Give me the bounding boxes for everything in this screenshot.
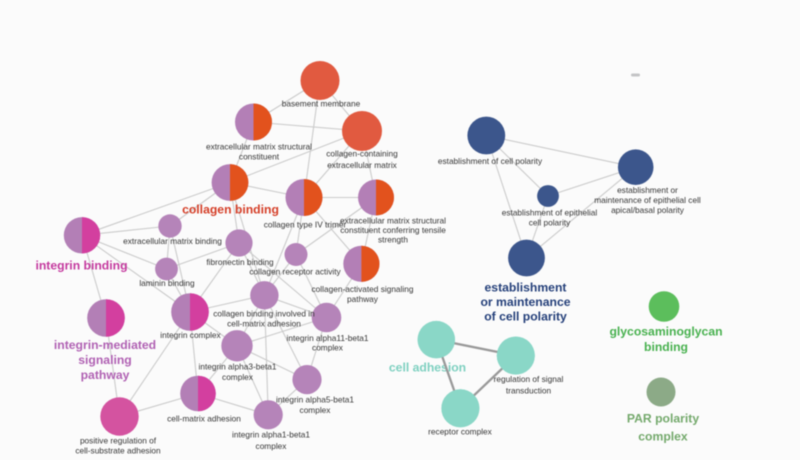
svg-text:establishment of epithelial: establishment of epithelial [502, 208, 598, 218]
svg-text:transduction: transduction [506, 386, 552, 396]
svg-text:integrin-mediated: integrin-mediated [54, 338, 156, 352]
svg-text:signaling: signaling [78, 353, 132, 367]
svg-text:pathway: pathway [81, 368, 130, 382]
svg-text:extracellular matrix binding: extracellular matrix binding [123, 236, 222, 246]
svg-text:complex: complex [638, 430, 688, 444]
svg-text:strength: strength [378, 235, 408, 245]
svg-text:complex: complex [256, 441, 288, 451]
svg-text:pathway: pathway [347, 294, 379, 304]
svg-text:integrin alpha3-beta1: integrin alpha3-beta1 [199, 361, 277, 371]
svg-text:basement membrane: basement membrane [282, 98, 361, 108]
svg-text:extracellular matrix structura: extracellular matrix structural [340, 216, 446, 226]
svg-text:receptor complex: receptor complex [428, 427, 492, 437]
svg-text:constituent conferring tensile: constituent conferring tensile [340, 225, 446, 235]
svg-text:collagen type IV trimer: collagen type IV trimer [264, 220, 347, 230]
svg-text:complex: complex [312, 343, 344, 353]
svg-text:integrin binding: integrin binding [35, 258, 127, 272]
svg-text:integrin alpha1-beta1: integrin alpha1-beta1 [232, 430, 310, 440]
svg-text:collagen binding: collagen binding [182, 202, 279, 216]
svg-text:extracellular matrix: extracellular matrix [327, 160, 397, 170]
svg-text:cell-matrix adhesion: cell-matrix adhesion [167, 414, 241, 424]
svg-text:maintenance of epithelial cell: maintenance of epithelial cell [594, 195, 701, 205]
svg-text:collagen-containing: collagen-containing [326, 149, 398, 159]
svg-text:PAR polarity: PAR polarity [627, 412, 699, 426]
svg-text:establishment: establishment [485, 281, 567, 295]
svg-text:cell-substrate adhesion: cell-substrate adhesion [75, 446, 161, 456]
svg-text:cell-matrix adhesion: cell-matrix adhesion [227, 319, 301, 329]
svg-text:complex: complex [300, 405, 332, 415]
svg-text:regulation of signal: regulation of signal [494, 374, 564, 384]
svg-text:positive regulation of: positive regulation of [80, 436, 157, 446]
svg-text:collagen-activated signaling: collagen-activated signaling [312, 284, 414, 294]
svg-text:cell adhesion: cell adhesion [389, 360, 466, 374]
svg-text:laminin binding: laminin binding [139, 278, 195, 288]
svg-text:extracellular matrix structura: extracellular matrix structural [206, 142, 312, 152]
svg-text:cell polarity: cell polarity [529, 218, 571, 228]
svg-text:integrin alpha5-beta1: integrin alpha5-beta1 [276, 395, 354, 405]
svg-text:collagen binding involved in: collagen binding involved in [213, 309, 315, 319]
svg-text:complex: complex [222, 372, 254, 382]
svg-text:binding: binding [644, 340, 688, 354]
svg-text:glycosaminoglycan: glycosaminoglycan [609, 324, 722, 338]
svg-text:constituent: constituent [239, 152, 280, 162]
svg-text:establishment or: establishment or [617, 185, 678, 195]
svg-text:apical/basal polarity: apical/basal polarity [611, 205, 685, 215]
svg-text:collagen receptor activity: collagen receptor activity [249, 267, 341, 277]
svg-text:integrin alpha11-beta1: integrin alpha11-beta1 [287, 333, 369, 343]
svg-text:establishment of cell polarity: establishment of cell polarity [438, 156, 543, 166]
svg-text:of cell polarity: of cell polarity [484, 309, 567, 323]
svg-text:or maintenance: or maintenance [480, 295, 570, 309]
svg-text:integrin complex: integrin complex [160, 330, 221, 340]
svg-text:fibronectin binding: fibronectin binding [206, 257, 274, 267]
